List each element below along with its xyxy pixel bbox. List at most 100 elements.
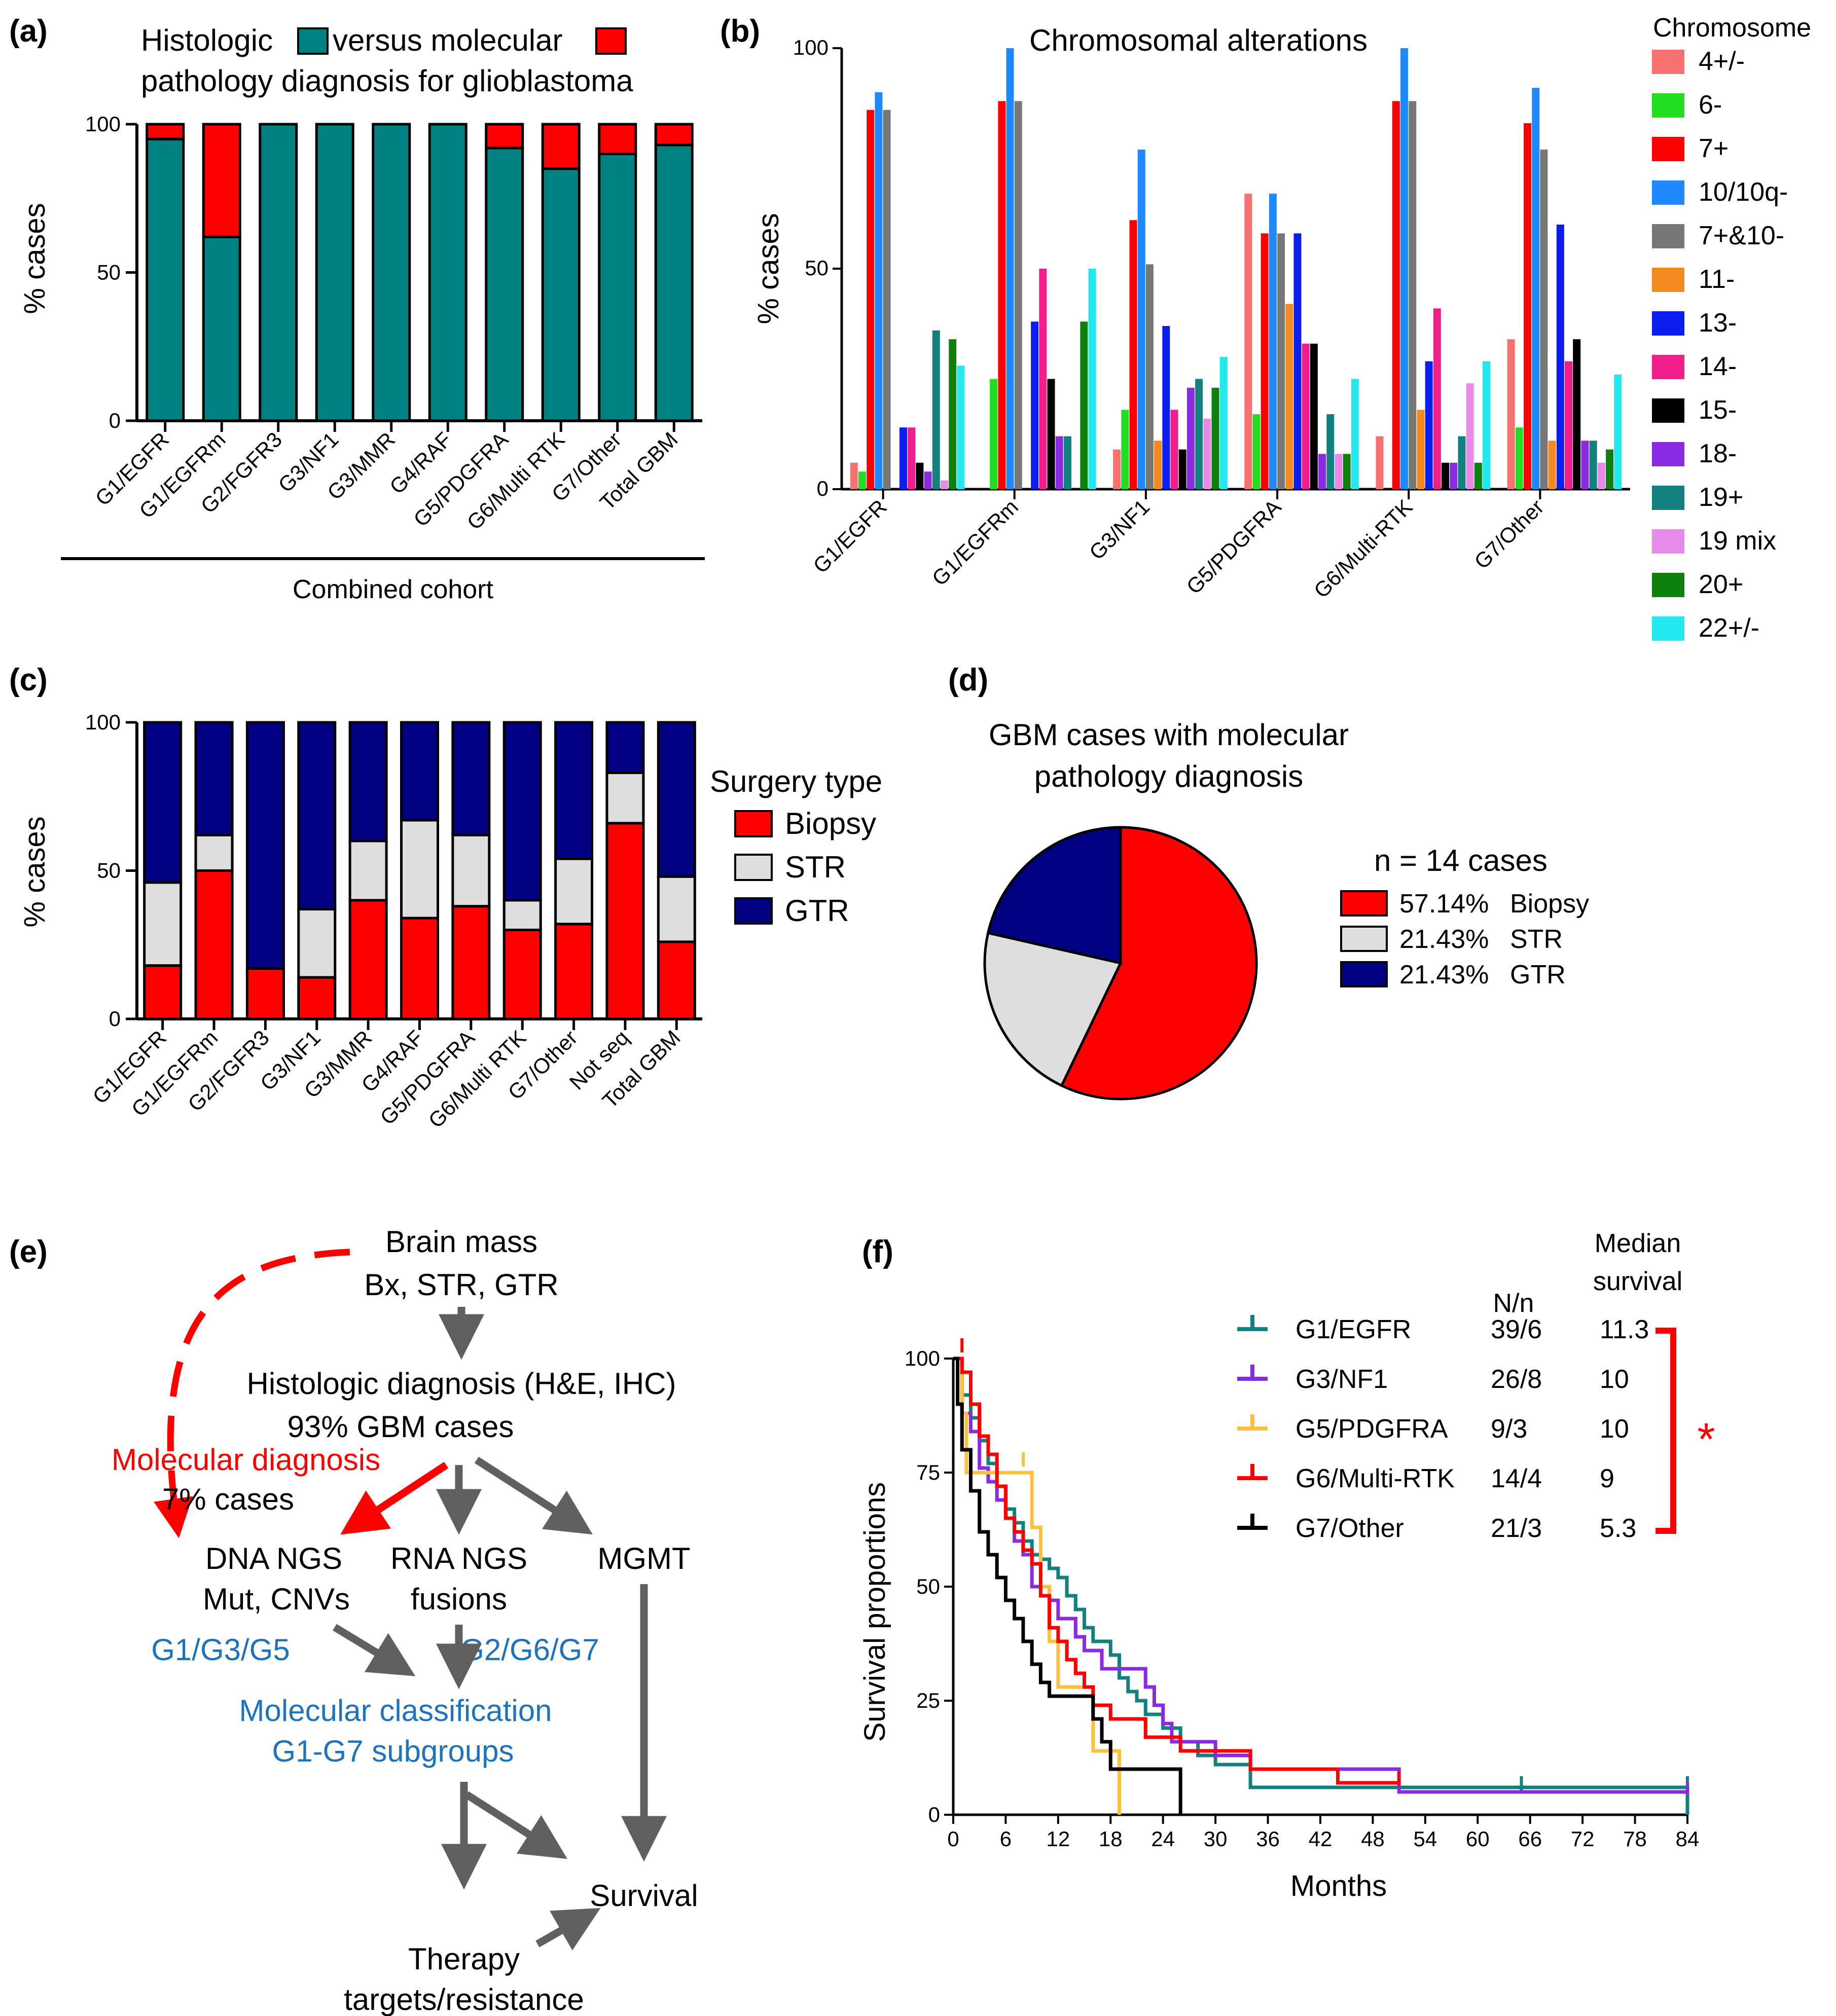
- bar-gtr-not-seq: [605, 721, 645, 774]
- legend-label-biopsy: Biopsy: [1510, 889, 1589, 919]
- bar-4-g3-nf1: [1113, 449, 1121, 489]
- legend-label-20: 20+: [1699, 570, 1743, 599]
- bar-15-g1-egfr: [916, 462, 924, 489]
- bar-str-g7-other: [554, 857, 594, 926]
- bar-22-g1-egfr: [957, 365, 965, 489]
- arrow-red-to-dna: [340, 1461, 449, 1535]
- bar-11-g7-other: [1548, 441, 1556, 489]
- legend-label-14: 14-: [1699, 352, 1737, 381]
- legend-gtr-label: GTR: [785, 894, 849, 928]
- bar-histologic-g1-egfrm: [202, 235, 241, 422]
- bar-20-g1-egfr: [949, 339, 957, 489]
- x-tick-label: G5/PDGFRA: [1182, 495, 1286, 599]
- dna-ngs-text: DNA NGS: [205, 1542, 342, 1575]
- bar-13-g7-other: [1556, 225, 1564, 489]
- bar-15-g3-nf1: [1178, 449, 1186, 489]
- arrow-dna-to-class: [333, 1624, 416, 1676]
- bar-13-g1-egfr: [899, 427, 907, 489]
- legend-label-gtr: GTR: [1510, 960, 1566, 989]
- bx-str-gtr-text: Bx, STR, GTR: [364, 1268, 558, 1302]
- legend-label-15: 15-: [1699, 395, 1737, 425]
- bar-7-10-g6-multi-rtk: [1409, 101, 1417, 489]
- bar-gtr-g1-egfrm: [194, 721, 234, 836]
- bar-10-10q-g5-pdgfra: [1269, 194, 1277, 490]
- panel-f-xlabel: Months: [1290, 1870, 1387, 1902]
- bar-19-g1-egfr: [932, 330, 940, 489]
- bar-22-g5-pdgfra: [1351, 379, 1359, 489]
- legend-pct-str: 21.43%: [1399, 925, 1489, 954]
- bar-13-g3-nf1: [1162, 326, 1170, 489]
- y-tick-label: 0: [109, 409, 121, 432]
- legend-swatch-gtr: [1340, 961, 1388, 987]
- bar-15-g1-egfrm: [1047, 379, 1055, 489]
- bar-str-g1-egfr: [143, 881, 183, 967]
- x-tick-label: 36: [1256, 1827, 1280, 1851]
- legend-label-7: 7+: [1699, 134, 1729, 163]
- bar-str-g4-raf: [400, 819, 439, 920]
- bar-11-g3-nf1: [1154, 441, 1162, 489]
- bar-19-mix-g5-pdgfra: [1335, 454, 1343, 489]
- combined-cohort-label: Combined cohort: [293, 575, 494, 604]
- bar-14-g3-nf1: [1170, 410, 1178, 489]
- y-tick-label: 100: [85, 710, 121, 734]
- legend-n-g1-egfr: 39/6: [1491, 1315, 1542, 1344]
- bar-7-g1-egfr: [867, 109, 875, 490]
- bar-biopsy-g1-egfrm: [194, 869, 234, 1020]
- bar-biopsy-g4-raf: [400, 917, 439, 1020]
- bar-gtr-total-gbm: [657, 721, 696, 878]
- bar-biopsy-g7-other: [554, 923, 594, 1020]
- bar-18-g7-other: [1581, 441, 1589, 489]
- bar-gtr-g7-other: [554, 721, 594, 860]
- y-tick-label: 50: [97, 261, 121, 284]
- fusions-text: fusions: [411, 1582, 507, 1616]
- panel-b-ylabel: % cases: [752, 213, 785, 324]
- legend-label-g3-nf1: G3/NF1: [1295, 1365, 1388, 1394]
- panel-a-ylabel: % cases: [18, 203, 51, 314]
- bar-molecular-g6-multi-rtk: [541, 123, 581, 170]
- panel-a-label: (a): [9, 14, 48, 49]
- significance-bracket: [1655, 1328, 1676, 1534]
- bar-14-g7-other: [1565, 361, 1573, 489]
- arrow-to-mgmt: [474, 1456, 593, 1535]
- x-tick-label: G6/Multi RTK: [462, 427, 569, 534]
- bar-7-g1-egfrm: [998, 101, 1006, 489]
- y-tick-label: 100: [85, 112, 121, 136]
- bar-histologic-g1-egfr: [146, 137, 185, 422]
- bar-19-mix-g7-other: [1597, 462, 1605, 489]
- legend-swatch-11: [1652, 268, 1684, 292]
- legend-label-18: 18-: [1699, 439, 1737, 468]
- x-tick-label: G1/EGFRm: [927, 495, 1023, 590]
- legend-median-g5-pdgfra: 10: [1600, 1414, 1629, 1444]
- bar-6-g5-pdgfra: [1252, 414, 1261, 489]
- bar-20-g3-nf1: [1211, 387, 1219, 489]
- x-tick-label: G6/Multi-RTK: [1309, 495, 1417, 603]
- panel-b-label: (b): [720, 14, 760, 49]
- bar-20-g5-pdgfra: [1343, 454, 1351, 489]
- pie-slice-str: [983, 931, 1123, 1087]
- bar-18-g6-multi-rtk: [1450, 462, 1458, 489]
- bar-22-g1-egfrm: [1088, 269, 1096, 489]
- n-column-header: N/n: [1493, 1289, 1534, 1318]
- legend-pct-gtr: 21.43%: [1399, 960, 1489, 989]
- legend-label-6: 6-: [1699, 90, 1722, 120]
- bar-6-g1-egfr: [858, 471, 866, 489]
- bar-18-g1-egfr: [924, 471, 932, 489]
- bar-18-g3-nf1: [1186, 387, 1195, 489]
- bar-molecular-g1-egfrm: [202, 123, 241, 238]
- bar-19-mix-g3-nf1: [1203, 418, 1211, 489]
- x-tick-label: 18: [1099, 1827, 1123, 1851]
- bar-13-g1-egfrm: [1031, 321, 1039, 489]
- bar-7-10-g1-egfrm: [1014, 101, 1022, 489]
- legend-swatch-13: [1652, 311, 1684, 336]
- legend-label-11: 11-: [1699, 265, 1735, 294]
- x-tick-label: 54: [1413, 1827, 1437, 1851]
- y-tick-label: 25: [916, 1689, 940, 1712]
- legend-label-g1-egfr: G1/EGFR: [1295, 1315, 1411, 1344]
- panel-f-legend: G1/EGFR 39/6 11.3 G3/NF1 26/8 10 G5/PDGFRA 9/3 1…: [1237, 1315, 1649, 1543]
- legend-label-7-10: 7+&10-: [1699, 221, 1784, 250]
- bar-str-g3-nf1: [297, 908, 337, 979]
- legend-n-g5-pdgfra: 9/3: [1491, 1414, 1527, 1444]
- panel-c-ylabel: % cases: [18, 816, 51, 927]
- legend-label-g5-pdgfra: G5/PDGFRA: [1295, 1414, 1448, 1444]
- bar-molecular-g1-egfr: [146, 123, 185, 140]
